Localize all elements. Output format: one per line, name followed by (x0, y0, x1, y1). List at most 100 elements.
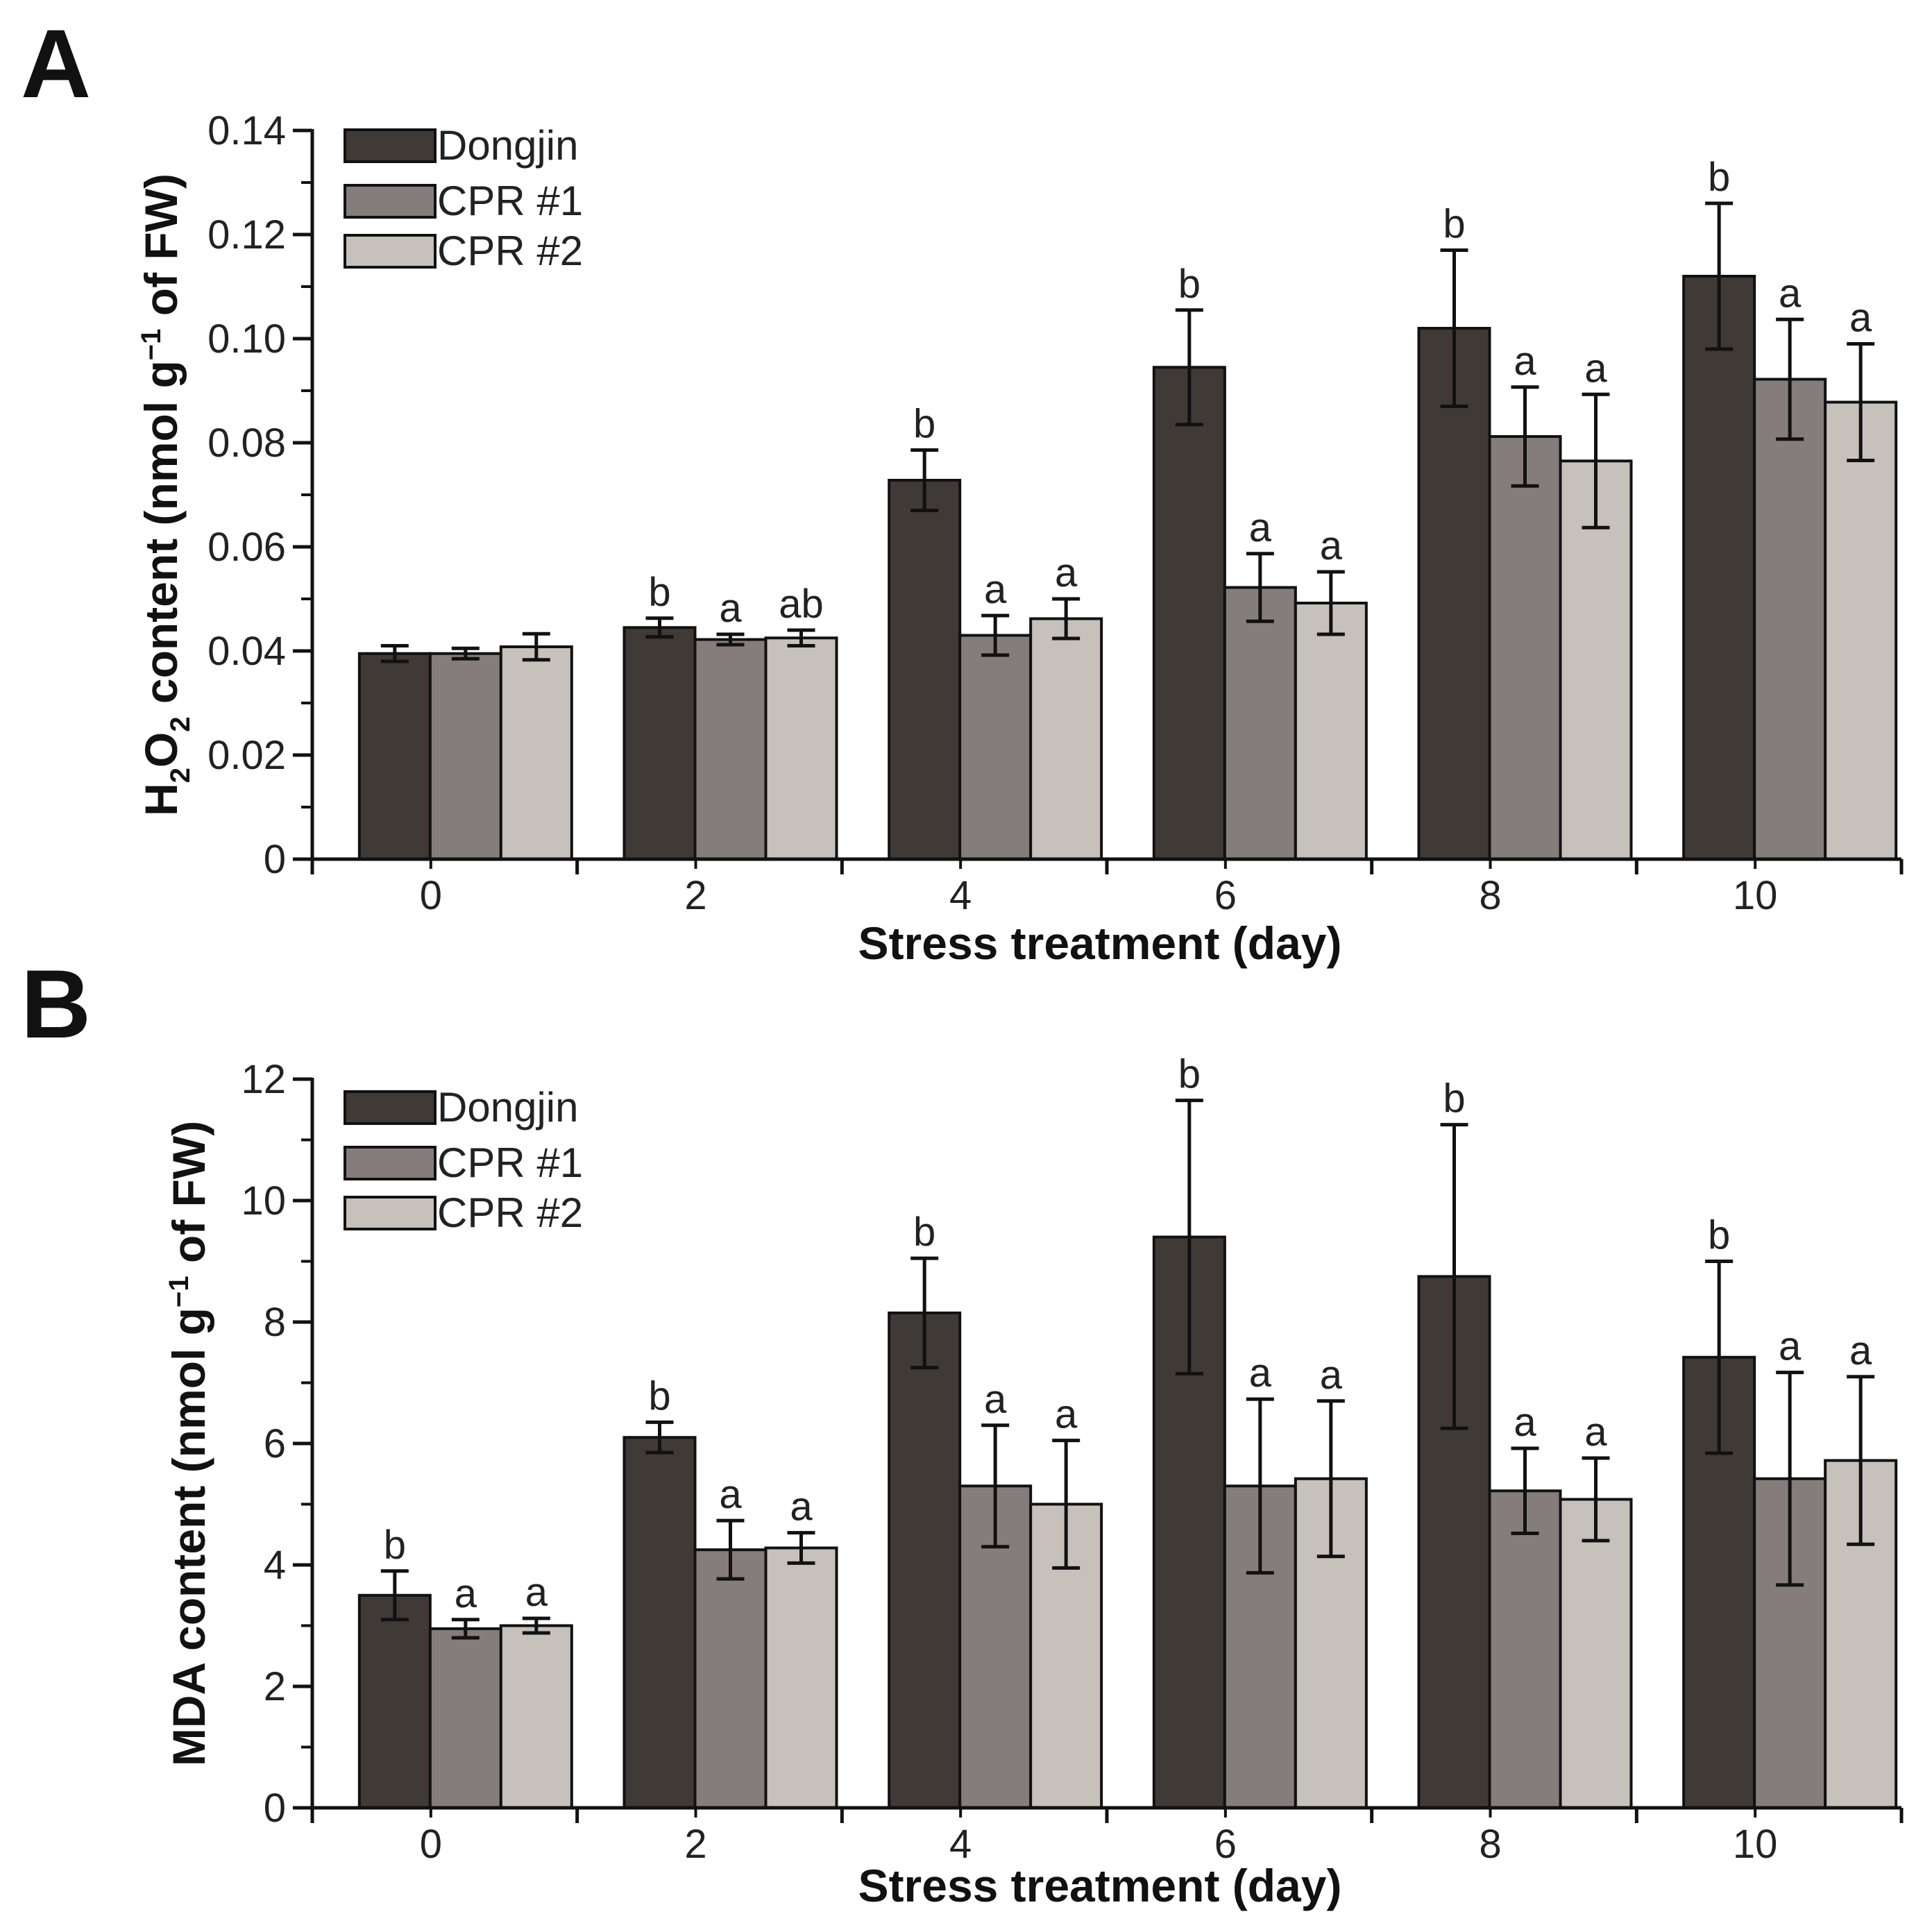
x-tick-label: 0 (420, 873, 442, 918)
bar (1029, 617, 1103, 861)
y-tick-label: 12 (241, 1057, 286, 1102)
bar (428, 1627, 502, 1809)
y-axis-title-part: of FW) (135, 173, 187, 329)
y-tick-label: 0.04 (207, 629, 286, 674)
bar (1488, 435, 1562, 861)
y-tick-label: 0 (264, 1786, 286, 1831)
y-tick-label: 0.06 (207, 525, 286, 570)
significance-letter: a (1055, 1392, 1078, 1437)
y-axis-title-part: of FW) (163, 1121, 214, 1276)
significance-letter: a (1849, 296, 1872, 341)
x-tick-label: 0 (420, 1822, 442, 1867)
bar (499, 1624, 573, 1809)
significance-letter: a (1055, 550, 1078, 595)
bar (888, 479, 962, 861)
x-tick-label: 8 (1479, 873, 1501, 918)
panel-label: A (21, 9, 91, 118)
significance-letter: a (1779, 1324, 1802, 1369)
y-tick-label: 0.12 (207, 212, 286, 257)
legend-label: CPR #2 (437, 228, 583, 274)
significance-letter: b (1443, 1076, 1465, 1121)
y-axis-title: MDA content (nmol g−1 of FW) (163, 1121, 214, 1766)
legend-swatch (344, 1196, 437, 1230)
y-axis-title-part: content (nmol g (135, 360, 187, 716)
bar (357, 652, 432, 861)
y-tick-label: 0.08 (207, 421, 286, 466)
legend-swatch (344, 234, 437, 269)
legend-label: Dongjin (437, 122, 578, 169)
bar (1294, 602, 1368, 861)
legend-label: CPR #1 (437, 178, 583, 224)
x-tick-label: 2 (684, 873, 706, 918)
bar (1753, 378, 1827, 861)
legend-swatch (344, 1146, 437, 1180)
x-tick-label: 4 (949, 1822, 972, 1867)
y-tick-label: 4 (264, 1543, 286, 1588)
significance-letter: a (1584, 1409, 1607, 1455)
y-axis-title-part: 2 (165, 716, 196, 731)
bar (622, 626, 697, 861)
significance-letter: b (648, 570, 670, 615)
y-axis-title-part: O (135, 732, 187, 768)
y-tick-label: 6 (264, 1421, 286, 1466)
bar (693, 1548, 768, 1809)
bar (357, 1593, 432, 1809)
x-tick-label: 10 (1733, 1822, 1778, 1867)
significance-letter: a (1249, 1350, 1272, 1396)
x-tick-label: 4 (949, 873, 972, 918)
bar (888, 1311, 962, 1809)
legend-swatch (344, 128, 437, 163)
bar (1417, 327, 1491, 861)
x-axis-title: Stress treatment (day) (858, 917, 1342, 969)
y-axis-title: H2O2 content (nmol g−1 of FW) (135, 173, 196, 816)
significance-letter: a (1584, 346, 1607, 391)
significance-letter: a (1779, 271, 1802, 316)
y-axis-title-part: −1 (136, 329, 167, 361)
bar (428, 652, 502, 861)
bar (622, 1436, 697, 1809)
y-tick-label: 0.10 (207, 316, 286, 362)
y-tick-label: 0.14 (207, 108, 286, 153)
y-axis-title-part: MDA content (nmol g (163, 1307, 214, 1766)
bar (499, 645, 573, 861)
bar (764, 636, 838, 861)
bar (1488, 1489, 1562, 1809)
significance-letter: a (984, 567, 1007, 612)
significance-letter: b (913, 402, 935, 447)
x-tick-label: 2 (684, 1822, 706, 1867)
significance-letter: b (913, 1210, 935, 1255)
y-axis-title-part: 2 (165, 768, 196, 783)
y-tick-label: 8 (264, 1300, 286, 1345)
significance-letter: ab (779, 582, 824, 627)
panel-label: B (21, 949, 91, 1058)
significance-letter: a (1849, 1328, 1872, 1373)
significance-letter: a (984, 1377, 1007, 1422)
bar (1223, 586, 1297, 861)
y-axis-title-part: H (135, 783, 187, 816)
bar (1824, 400, 1898, 861)
significance-letter: a (719, 1472, 742, 1517)
significance-letter: b (384, 1523, 406, 1568)
y-tick-label: 10 (241, 1178, 286, 1223)
legend-label: CPR #2 (437, 1189, 583, 1236)
legend-label: CPR #1 (437, 1140, 583, 1186)
y-tick-label: 2 (264, 1664, 286, 1709)
bar (764, 1546, 838, 1809)
y-tick-label: 0.02 (207, 733, 286, 778)
x-tick-label: 8 (1479, 1822, 1501, 1867)
significance-letter: b (1708, 1213, 1730, 1258)
significance-letter: a (1320, 523, 1343, 568)
significance-letter: b (1178, 262, 1201, 307)
significance-letter: b (1443, 202, 1465, 247)
significance-letter: a (455, 1571, 477, 1616)
x-tick-label: 10 (1733, 873, 1778, 918)
bar (1682, 275, 1756, 861)
bar (958, 634, 1033, 861)
legend-swatch (344, 1090, 437, 1125)
significance-letter: a (525, 1570, 548, 1615)
x-tick-label: 6 (1214, 1822, 1237, 1867)
bar (1152, 366, 1226, 861)
legend-label: Dongjin (437, 1084, 578, 1130)
legend-swatch (344, 184, 437, 219)
